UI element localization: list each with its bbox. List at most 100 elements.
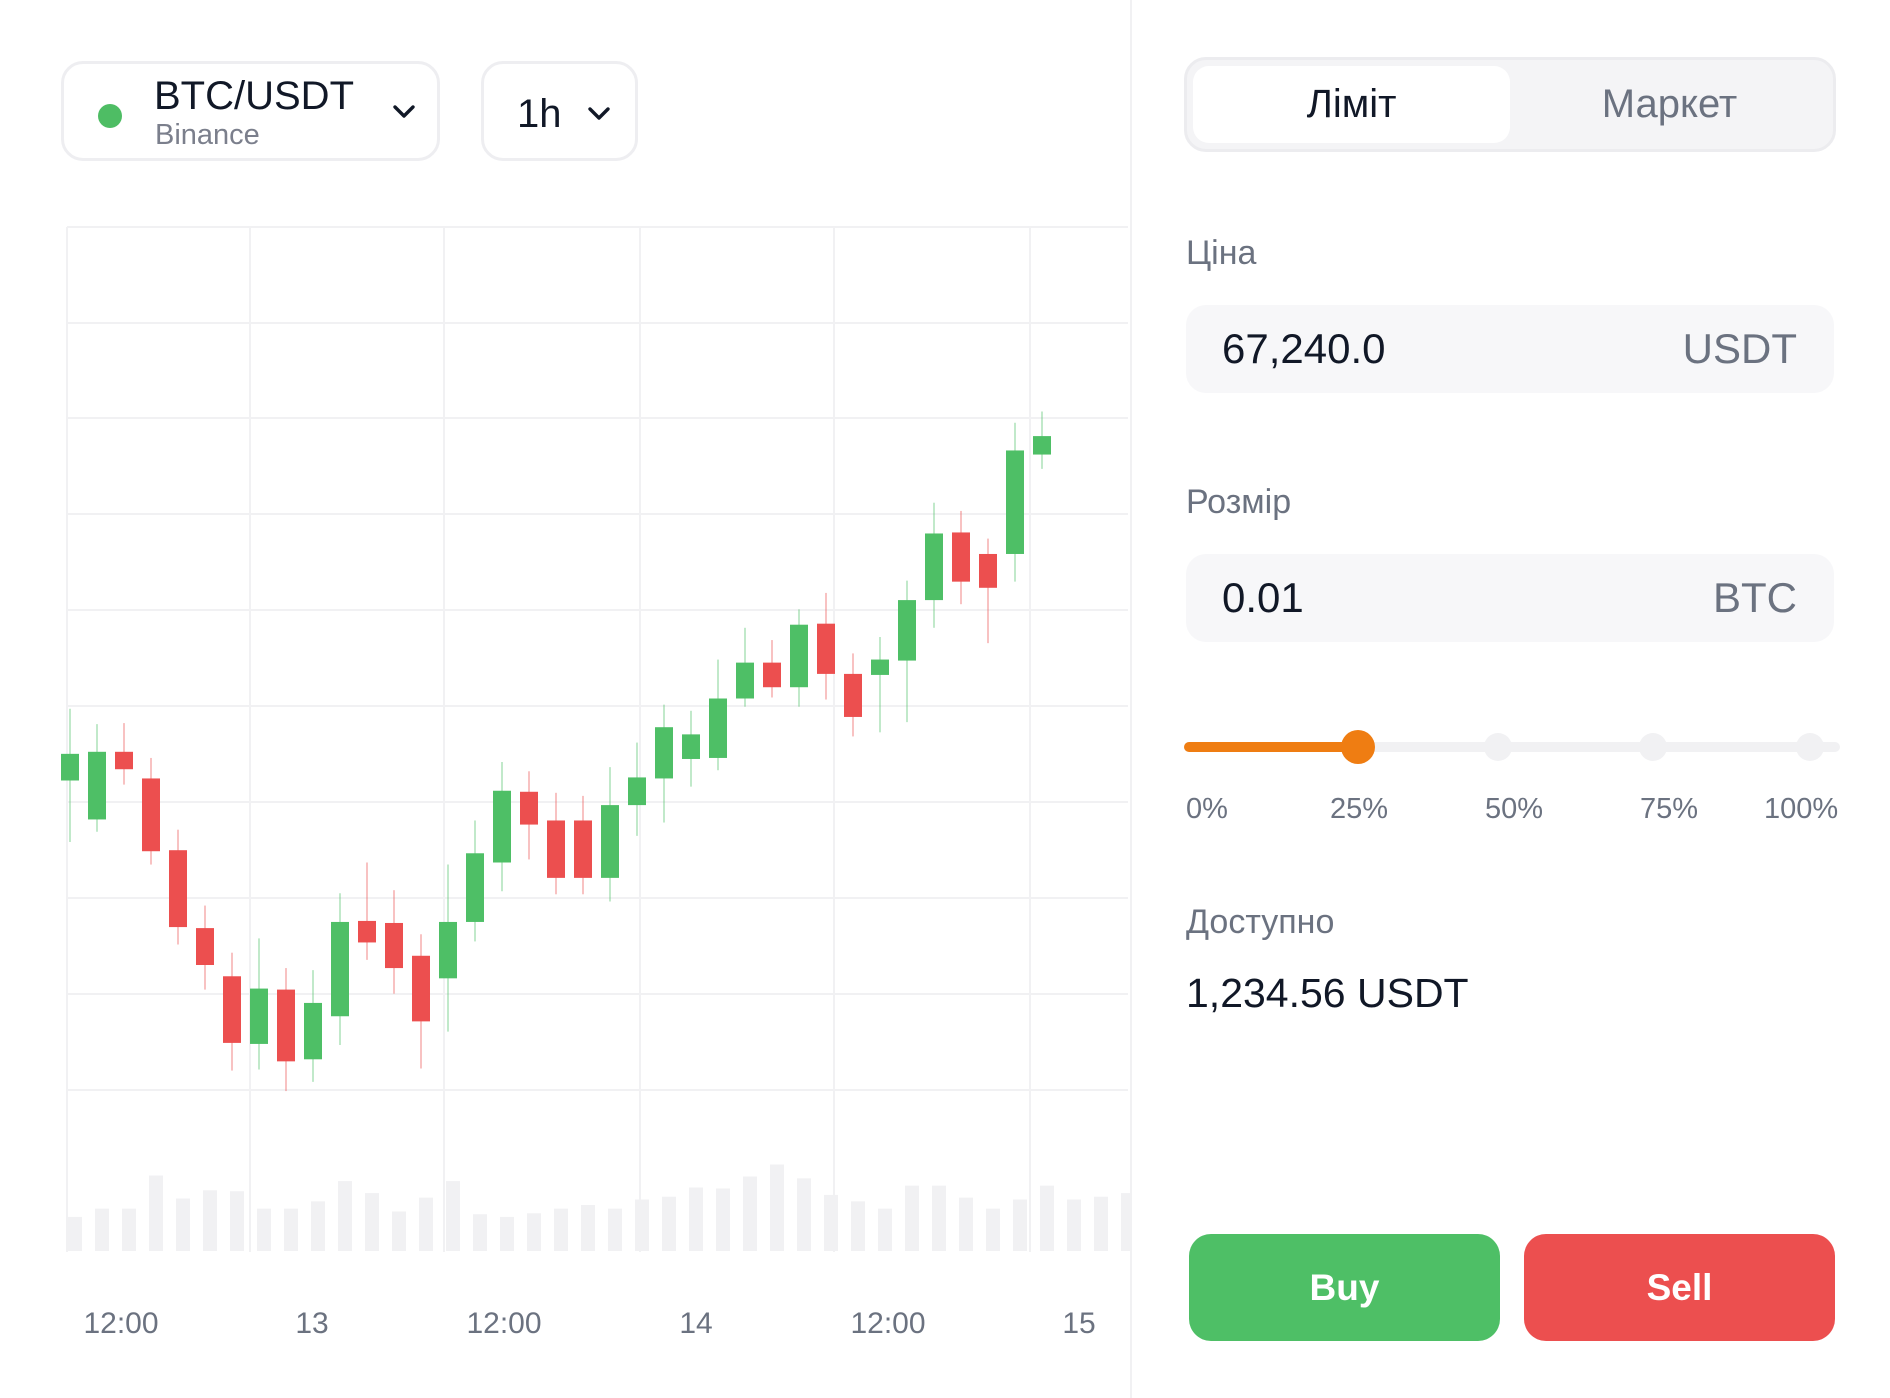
sell-button[interactable]: Sell [1524, 1234, 1835, 1341]
slider-tick-100[interactable] [1796, 733, 1824, 761]
timeframe-selector[interactable]: 1h [481, 61, 638, 161]
size-label: Розмір [1186, 483, 1292, 521]
slider-track [1184, 742, 1840, 752]
slider-fill [1184, 742, 1356, 752]
size-value: 0.01 [1222, 574, 1304, 621]
buy-button[interactable]: Buy [1189, 1234, 1500, 1341]
candle-body [763, 662, 781, 688]
candle-body [1033, 436, 1051, 455]
volume-bar [365, 1193, 379, 1251]
volume-bar [1121, 1193, 1130, 1251]
candle [628, 742, 646, 836]
slider-mark-0[interactable]: 0% [1186, 793, 1228, 825]
x-axis-labels: 12:00 13 12:00 14 12:00 15 [83, 1307, 1095, 1340]
volume-bar [1067, 1199, 1081, 1251]
candle [763, 640, 781, 698]
volume-bar [554, 1208, 568, 1251]
volume-bar [1094, 1196, 1108, 1251]
candle-body [493, 790, 511, 863]
slider-thumb[interactable] [1341, 730, 1375, 764]
volume-bar [122, 1208, 136, 1251]
candle [574, 795, 592, 895]
x-tick-label: 12:00 [83, 1307, 158, 1340]
candle-body [628, 777, 646, 806]
candle [250, 938, 268, 1070]
candle-body [358, 920, 376, 943]
tab-market[interactable]: Маркет [1601, 82, 1738, 126]
candles [61, 411, 1051, 1092]
candle [655, 704, 673, 823]
chart-grid [66, 226, 1128, 1252]
volume-bar [851, 1201, 865, 1251]
volume-bar [1040, 1185, 1054, 1251]
available-balance: 1,234.56 USDT [1186, 970, 1469, 1016]
price-label: Ціна [1186, 234, 1257, 272]
candle [439, 864, 457, 1032]
candle [331, 893, 349, 1045]
volume-bar [635, 1199, 649, 1251]
volume-bar [878, 1208, 892, 1251]
volume-bar [392, 1211, 406, 1251]
candle [682, 710, 700, 787]
slider-mark-75[interactable]: 75% [1640, 793, 1699, 825]
volume-bar [284, 1208, 298, 1251]
volume-bar [959, 1197, 973, 1251]
slider-tick-75[interactable] [1639, 733, 1667, 761]
volume-bar [716, 1188, 730, 1251]
candle [142, 757, 160, 865]
candle [493, 762, 511, 892]
candle-body [466, 853, 484, 922]
candle [385, 890, 403, 994]
size-input[interactable]: 0.01 BTC [1186, 554, 1834, 642]
candle [412, 934, 430, 1069]
volume-bar [473, 1214, 487, 1251]
candle-body [790, 624, 808, 688]
volume-bar [203, 1190, 217, 1251]
timeframe-label: 1h [517, 92, 562, 136]
price-input[interactable]: 67,240.0 USDT [1186, 305, 1834, 393]
candle [277, 968, 295, 1092]
candle-body [439, 921, 457, 979]
volume-bar [500, 1216, 514, 1251]
candle-body [520, 791, 538, 825]
candle-body [547, 820, 565, 878]
volume-bar [662, 1196, 676, 1251]
volume-bar [1013, 1199, 1027, 1251]
candle [898, 580, 916, 723]
volume-bar [986, 1208, 1000, 1251]
volume-bar [770, 1164, 784, 1251]
candle-body [574, 820, 592, 878]
slider-mark-100[interactable]: 100% [1764, 793, 1839, 825]
size-slider[interactable] [1184, 727, 1840, 767]
candle [196, 905, 214, 990]
candle [979, 538, 997, 644]
volume-bar [932, 1185, 946, 1251]
volume-bar [257, 1208, 271, 1251]
size-unit: BTC [1713, 574, 1797, 621]
price-chart[interactable]: 12:00 13 12:00 14 12:00 15 [0, 0, 1130, 1398]
slider-mark-25[interactable]: 25% [1330, 793, 1389, 825]
available-label: Доступно [1186, 903, 1335, 941]
candle [61, 708, 79, 842]
pair-selector[interactable]: BTC/USDT Binance [61, 61, 440, 161]
candle [547, 792, 565, 895]
candle [304, 970, 322, 1082]
candle-body [331, 921, 349, 1017]
candle-body [304, 1002, 322, 1060]
candle [790, 609, 808, 707]
candle-body [817, 623, 835, 674]
candle-body [250, 988, 268, 1044]
slider-tick-50[interactable] [1484, 733, 1512, 761]
volume-bar [230, 1191, 244, 1251]
pair-symbol: BTC/USDT [154, 74, 354, 118]
tab-limit[interactable]: Ліміт [1193, 66, 1510, 143]
volume-bar [176, 1198, 190, 1251]
candle-body [898, 600, 916, 661]
candle [952, 510, 970, 605]
volume-bar [419, 1197, 433, 1251]
volume-bar [905, 1185, 919, 1251]
candle-body [736, 662, 754, 699]
x-tick-label: 12:00 [850, 1307, 925, 1340]
slider-mark-50[interactable]: 50% [1485, 793, 1544, 825]
candle-body [196, 928, 214, 965]
